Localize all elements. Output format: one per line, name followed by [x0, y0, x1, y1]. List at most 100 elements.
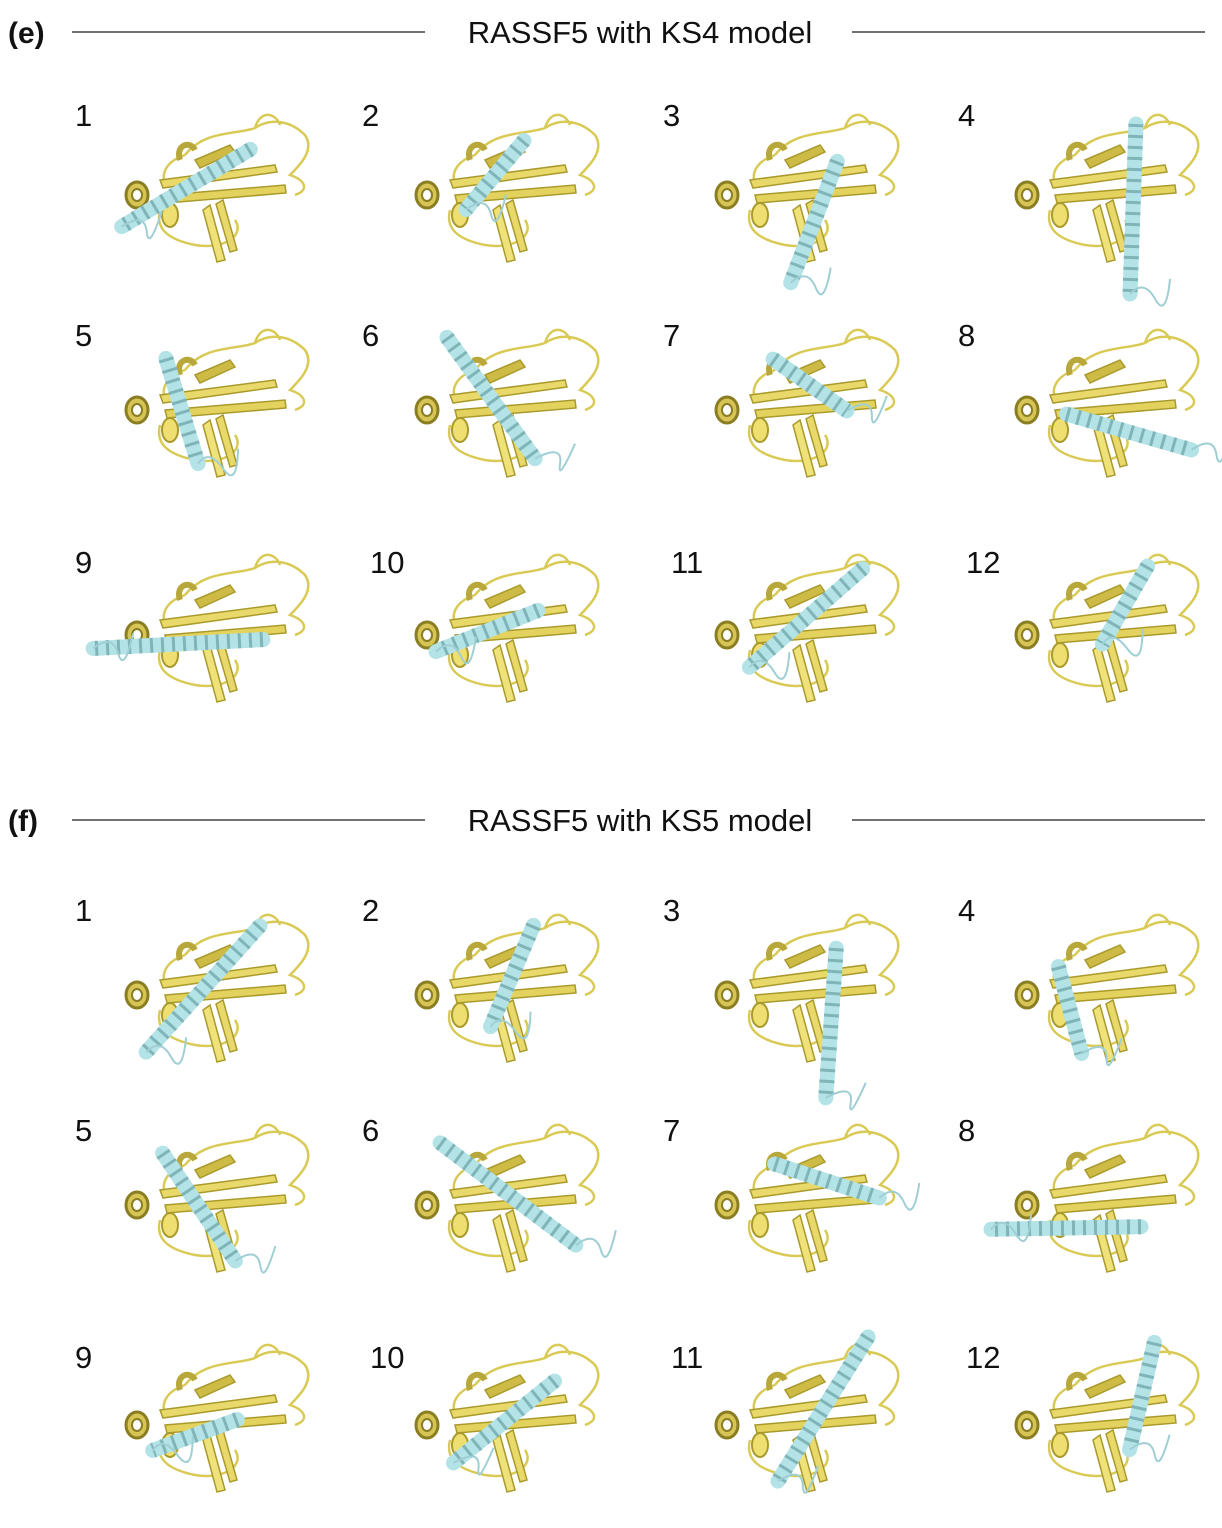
- model-number: 12: [966, 1340, 1000, 1375]
- peptide-tail: [748, 652, 791, 680]
- helix-stripe: [768, 353, 852, 417]
- helix-stripe: [158, 356, 206, 466]
- peptide-helix: [1122, 116, 1144, 302]
- protein-body: [716, 330, 898, 477]
- peptide-tail: [121, 211, 163, 240]
- panel-title: RASSF5 with KS4 model: [468, 15, 813, 50]
- protein-body: [1016, 1345, 1198, 1492]
- helix-stripe: [1122, 1340, 1162, 1452]
- model-number: 6: [362, 1113, 379, 1148]
- model-structure: [126, 330, 308, 477]
- model-number: 9: [75, 545, 92, 580]
- model-structure: [416, 330, 598, 477]
- model-structure: [1016, 915, 1198, 1067]
- protein-body: [126, 330, 308, 477]
- peptide-tail: [145, 1037, 188, 1065]
- peptide-tail: [878, 1182, 921, 1211]
- model-number: 3: [663, 893, 680, 928]
- panel-label: (f): [8, 805, 38, 838]
- model-number: 5: [75, 318, 92, 353]
- peptide-tail: [1129, 1434, 1171, 1463]
- model-structure: [114, 115, 309, 262]
- model-structure: [1016, 115, 1198, 307]
- model-number: 7: [663, 1113, 680, 1148]
- model-structure: [1016, 330, 1222, 477]
- peptide-tail: [453, 1447, 495, 1476]
- model-number: 10: [370, 1340, 404, 1375]
- model-structure: [126, 1345, 308, 1492]
- peptide-helix: [428, 602, 546, 660]
- model-number: 5: [75, 1113, 92, 1148]
- model-structure: [983, 1125, 1198, 1272]
- peptide-tail: [435, 636, 477, 665]
- protein-body: [1016, 330, 1198, 477]
- model-structure: [716, 555, 898, 702]
- peptide-tail: [1129, 278, 1172, 307]
- peptide-tail: [1101, 628, 1144, 657]
- peptide-helix: [138, 918, 268, 1060]
- protein-body: [1016, 115, 1198, 262]
- model-structure: [716, 1329, 898, 1494]
- model-structure: [716, 915, 898, 1111]
- peptide-tail: [151, 1435, 194, 1463]
- peptide-helix: [770, 1329, 876, 1489]
- model-structure: [416, 915, 598, 1062]
- model-number: 11: [671, 1340, 703, 1375]
- protein-body: [1016, 915, 1198, 1062]
- protein-body: [716, 915, 898, 1062]
- protein-body: [126, 555, 308, 702]
- protein-body: [1016, 1125, 1198, 1272]
- model-number: 2: [362, 893, 379, 928]
- peptide-helix: [783, 153, 845, 291]
- model-number: 2: [362, 98, 379, 133]
- model-number: 7: [663, 318, 680, 353]
- peptide-tail: [1081, 1038, 1123, 1067]
- helix-stripe: [440, 332, 542, 464]
- model-number: 10: [370, 545, 404, 580]
- model-number: 6: [362, 318, 379, 353]
- model-structure: [1016, 1334, 1198, 1492]
- peptide-helix: [155, 1145, 243, 1269]
- model-structure: [416, 555, 598, 702]
- peptide-tail: [825, 1082, 867, 1111]
- helix-stripe: [744, 563, 868, 673]
- model-structure: [716, 115, 898, 296]
- peptide-helix: [432, 1135, 584, 1253]
- model-number: 1: [75, 893, 92, 928]
- peptide-tail: [846, 395, 888, 424]
- model-number: 9: [75, 1340, 92, 1375]
- protein-body: [126, 1345, 308, 1492]
- model-structure: [126, 915, 308, 1064]
- model-structure: [716, 330, 898, 477]
- model-number: 4: [958, 98, 975, 133]
- peptide-tail: [777, 1465, 819, 1494]
- peptide-tail: [465, 194, 508, 223]
- model-structure: [416, 1345, 598, 1492]
- model-number: 12: [966, 545, 1000, 580]
- model-structure: [716, 1125, 921, 1272]
- helix-stripe: [1051, 964, 1089, 1056]
- helix-stripe: [1096, 562, 1154, 648]
- model-structure: [416, 1125, 617, 1272]
- protein-body: [126, 1125, 308, 1272]
- model-number: 8: [958, 318, 975, 353]
- model-structure: [85, 555, 308, 702]
- model-structure: [416, 115, 598, 262]
- peptide-tail: [489, 1011, 532, 1040]
- peptide-helix: [767, 1156, 887, 1206]
- model-number: 4: [958, 893, 975, 928]
- peptide-tail: [197, 448, 240, 477]
- helix-stripe: [117, 142, 255, 234]
- peptide-helix: [85, 632, 271, 656]
- protein-body: [716, 1345, 898, 1492]
- model-structure: [1016, 555, 1198, 702]
- helix-stripe: [990, 1219, 1142, 1237]
- protein-body: [716, 555, 898, 702]
- peptide-helix: [445, 1373, 563, 1471]
- peptide-helix: [483, 917, 541, 1035]
- helix-stripe: [150, 1412, 240, 1458]
- peptide-tail: [990, 1214, 1033, 1242]
- protein-body: [126, 115, 308, 262]
